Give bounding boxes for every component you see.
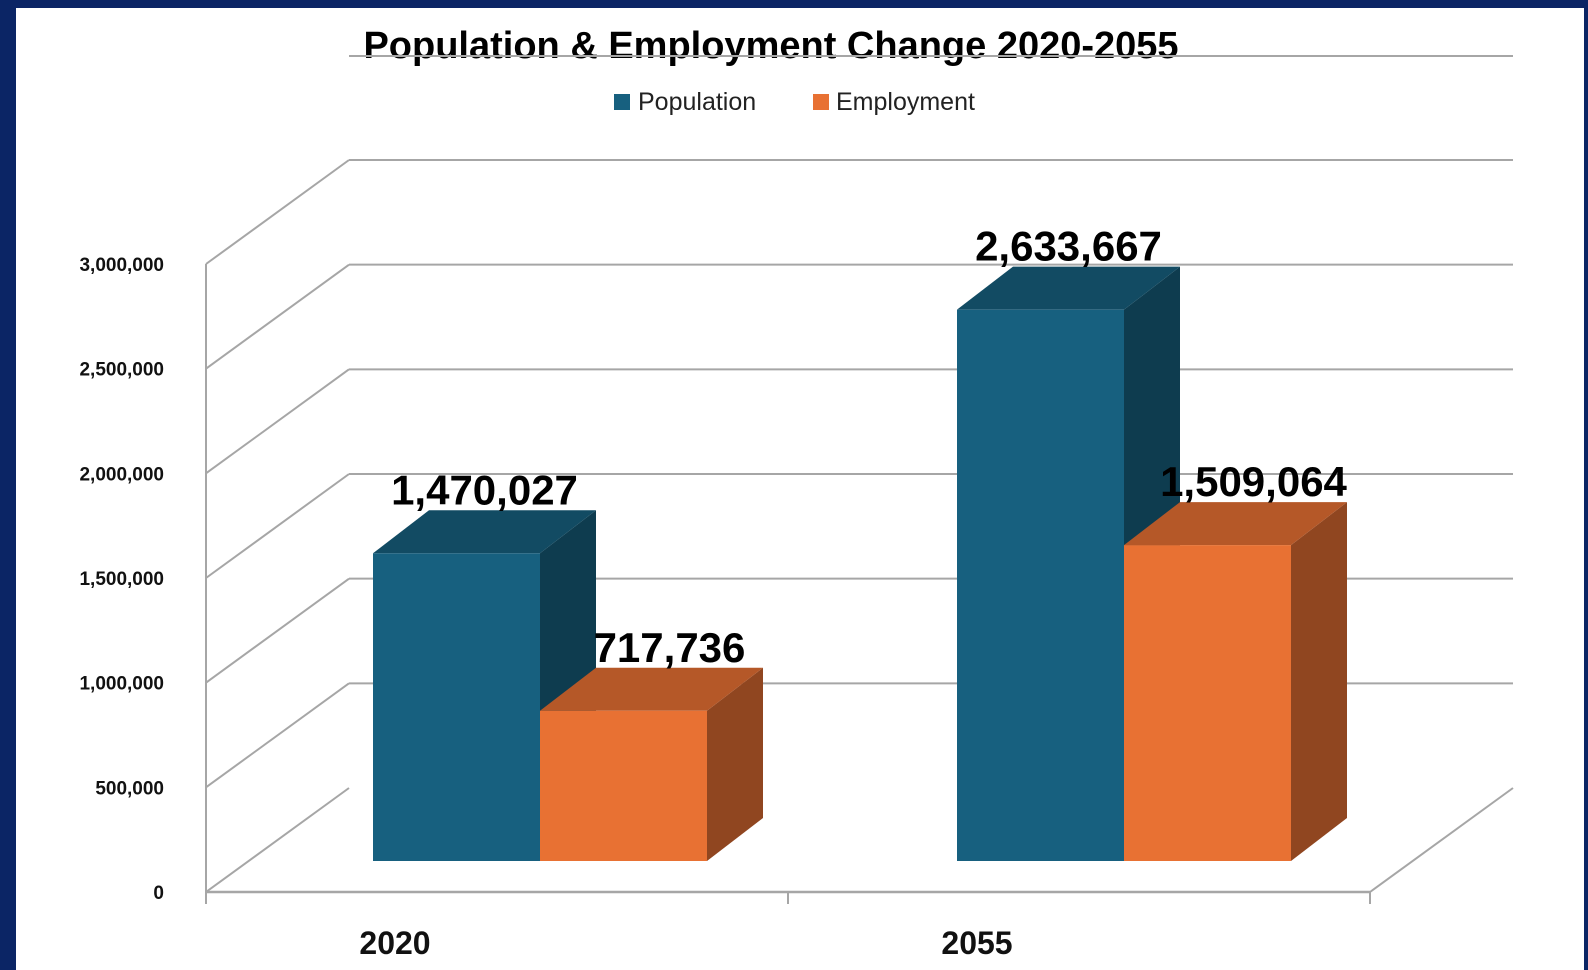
data-label-employment-2055: 1,509,064 bbox=[1160, 458, 1347, 505]
y-tick-label: 1,500,000 bbox=[79, 569, 164, 590]
bar-employment-2055-side bbox=[1291, 502, 1347, 861]
x-tick-label: 2020 bbox=[359, 925, 430, 961]
legend-swatch-employment bbox=[813, 94, 829, 110]
legend-label-population: Population bbox=[638, 88, 756, 116]
y-tick-label: 2,500,000 bbox=[79, 360, 164, 381]
y-axis-ticks: 0 500,000 1,000,000 1,500,000 2,000,000 2,500… bbox=[79, 255, 164, 904]
side-wall-line bbox=[206, 788, 349, 892]
bar-population-2020 bbox=[373, 553, 540, 861]
bar-chart: Population & Employment Change 2020-2055… bbox=[16, 8, 1584, 970]
side-wall-line bbox=[206, 683, 349, 787]
side-wall-line bbox=[206, 474, 349, 578]
side-wall-line bbox=[206, 160, 349, 264]
bar-population-2055 bbox=[957, 310, 1124, 861]
chart-frame: Population & Employment Change 2020-2055… bbox=[16, 8, 1584, 970]
legend-label-employment: Employment bbox=[836, 88, 975, 116]
side-wall-line bbox=[206, 369, 349, 473]
x-axis-ticks: 2020 2055 bbox=[359, 925, 1012, 961]
side-wall-line bbox=[206, 265, 349, 369]
data-label-employment-2020: 717,736 bbox=[594, 624, 746, 671]
data-label-population-2020: 1,470,027 bbox=[391, 466, 578, 513]
bar-employment-2020 bbox=[540, 711, 707, 861]
bars bbox=[373, 267, 1347, 861]
y-tick-label: 2,000,000 bbox=[79, 464, 164, 485]
side-wall-line bbox=[206, 579, 349, 683]
chart-title: Population & Employment Change 2020-2055 bbox=[363, 25, 1178, 67]
x-tick-label: 2055 bbox=[941, 925, 1012, 961]
y-tick-label: 0 bbox=[153, 883, 164, 904]
gridline bbox=[206, 56, 349, 264]
bar-employment-2055 bbox=[1124, 545, 1291, 861]
y-tick-label: 1,000,000 bbox=[79, 674, 164, 695]
gridline bbox=[206, 56, 349, 264]
data-label-population-2055: 2,633,667 bbox=[975, 223, 1162, 270]
floor-right-edge bbox=[1370, 788, 1513, 892]
legend-swatch-population bbox=[614, 94, 630, 110]
y-tick-label: 3,000,000 bbox=[79, 255, 164, 276]
y-tick-label: 500,000 bbox=[95, 778, 164, 799]
legend: Population Employment bbox=[614, 88, 975, 116]
